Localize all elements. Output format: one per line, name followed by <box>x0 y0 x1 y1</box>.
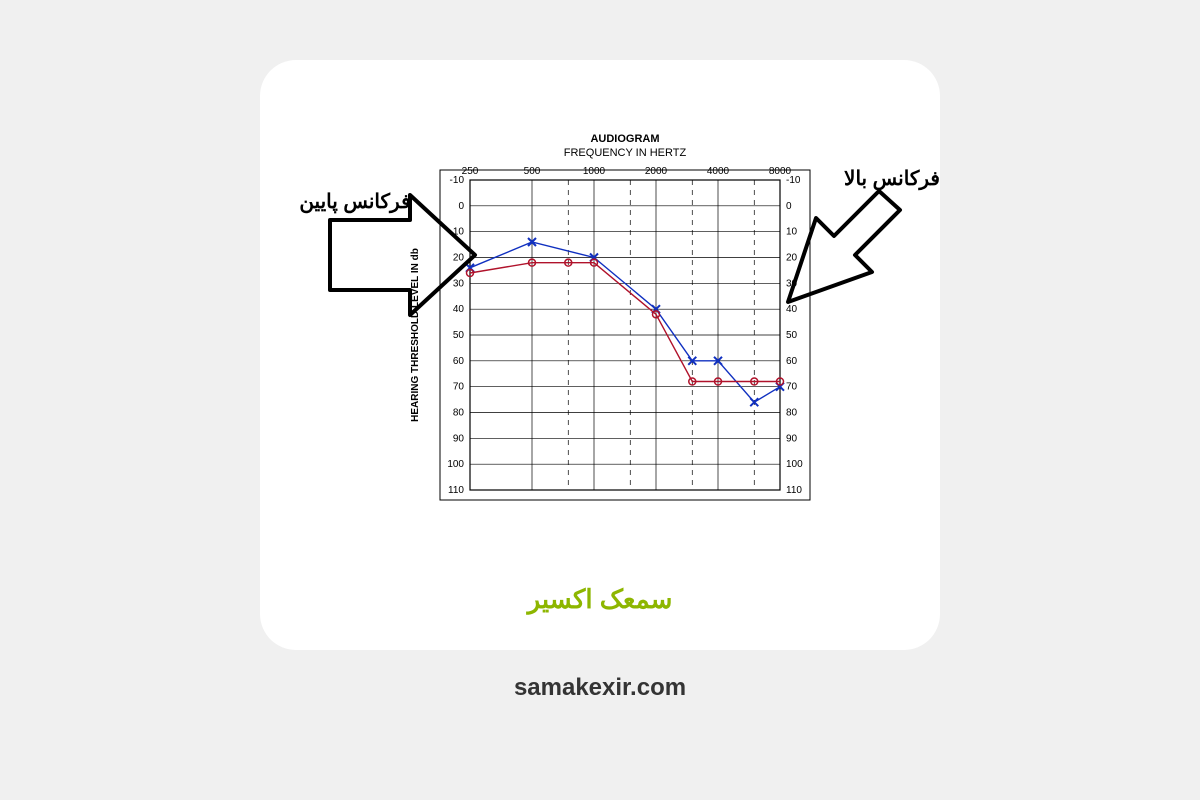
y-tick-right: 90 <box>786 433 798 444</box>
y-tick-left: 90 <box>453 433 465 444</box>
x-tick: 500 <box>524 166 541 177</box>
y-tick-right: 10 <box>786 227 798 238</box>
x-tick: 4000 <box>707 166 730 177</box>
x-tick: 2000 <box>645 166 668 177</box>
y-tick-left: 100 <box>447 459 464 470</box>
y-tick-left: 110 <box>448 485 464 496</box>
chart-title-2: FREQUENCY IN HERTZ <box>564 147 687 159</box>
y-tick-left: 30 <box>453 278 465 289</box>
y-tick-right: 80 <box>786 408 798 419</box>
x-tick: 250 <box>462 166 479 177</box>
y-tick-left: 80 <box>453 408 465 419</box>
y-tick-left: 50 <box>453 330 465 341</box>
y-tick-left: 70 <box>453 382 465 393</box>
y-tick-left: 40 <box>453 304 465 315</box>
y-tick-left: 0 <box>458 201 464 212</box>
x-tick: 8000 <box>769 166 792 177</box>
y-tick-right: 20 <box>786 253 798 264</box>
label-high-freq: فرکانس بالا <box>844 168 940 191</box>
x-tick: 1000 <box>583 166 606 177</box>
y-tick-right: 40 <box>786 304 798 315</box>
brand-text: سمعک اکسیر <box>528 584 673 615</box>
y-tick-right: 60 <box>786 356 798 367</box>
audiogram-svg: AUDIOGRAM FREQUENCY IN HERTZ HEARING THRES… <box>260 100 940 560</box>
y-axis-label: HEARING THRESHOLD LEVEL IN db <box>410 248 421 422</box>
y-tick-left: 60 <box>453 356 465 367</box>
audiogram-container: AUDIOGRAM FREQUENCY IN HERTZ HEARING THRES… <box>260 100 940 560</box>
y-tick-right: 70 <box>786 382 798 393</box>
y-tick-right: 110 <box>786 485 802 496</box>
y-tick-left: 20 <box>453 253 465 264</box>
y-tick-right: 100 <box>786 459 803 470</box>
label-low-freq: فرکانس پایین <box>299 191 410 214</box>
y-tick-right: 50 <box>786 330 798 341</box>
card: AUDIOGRAM FREQUENCY IN HERTZ HEARING THRES… <box>260 60 940 650</box>
y-tick-right: 0 <box>786 201 792 212</box>
page-root: AUDIOGRAM FREQUENCY IN HERTZ HEARING THRES… <box>0 0 1200 800</box>
domain-text: samakexir.com <box>514 674 686 702</box>
chart-title-1: AUDIOGRAM <box>590 133 659 145</box>
